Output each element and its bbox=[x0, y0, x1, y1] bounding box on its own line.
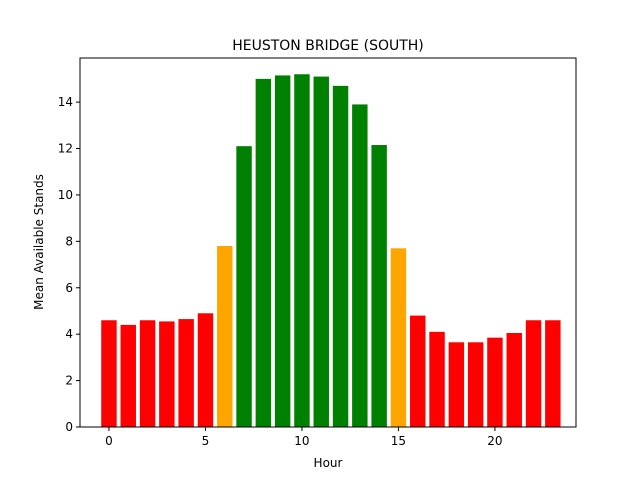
y-tick-label: 6 bbox=[65, 281, 73, 295]
bar-hour-10 bbox=[294, 74, 310, 427]
y-tick-label: 8 bbox=[65, 234, 73, 248]
y-axis-ticks: 0 2 4 6 8 10 12 14 bbox=[58, 95, 80, 434]
y-tick-label: 10 bbox=[58, 188, 73, 202]
bar-hour-0 bbox=[101, 320, 117, 427]
x-tick-label: 10 bbox=[294, 434, 309, 448]
bar-hour-17 bbox=[429, 331, 445, 427]
bar-hour-16 bbox=[410, 315, 426, 427]
bar-hour-7 bbox=[236, 146, 252, 427]
plot-frame bbox=[79, 57, 577, 428]
y-axis-label: Mean Available Stands bbox=[32, 174, 46, 310]
x-tick-label: 20 bbox=[487, 434, 502, 448]
y-tick-label: 12 bbox=[58, 142, 73, 156]
bar-hour-12 bbox=[332, 85, 349, 427]
bar-hour-20 bbox=[487, 337, 503, 427]
bar-hour-18 bbox=[448, 342, 465, 427]
bar-hour-22 bbox=[525, 320, 542, 427]
bar-hour-23 bbox=[545, 320, 561, 427]
y-tick-label: 14 bbox=[58, 95, 73, 109]
bar-hour-14 bbox=[371, 145, 387, 427]
y-tick-label: 4 bbox=[65, 327, 73, 341]
bar-hour-9 bbox=[274, 75, 291, 427]
bars-group bbox=[101, 74, 561, 428]
y-tick-label: 2 bbox=[65, 374, 73, 388]
bar-hour-5 bbox=[197, 313, 214, 427]
bar-hour-8 bbox=[255, 78, 272, 427]
x-axis-ticks: 0 5 10 15 20 bbox=[105, 427, 503, 448]
chart-title: HEUSTON BRIDGE (SOUTH) bbox=[232, 38, 424, 54]
bar-hour-2 bbox=[139, 320, 156, 427]
x-tick-label: 5 bbox=[202, 434, 210, 448]
x-axis-label: Hour bbox=[314, 456, 343, 470]
bar-hour-21 bbox=[506, 333, 522, 427]
y-tick-label: 0 bbox=[65, 420, 73, 434]
bar-hour-13 bbox=[352, 104, 368, 428]
bar-hour-19 bbox=[467, 342, 484, 427]
bar-hour-3 bbox=[159, 321, 175, 427]
bar-hour-1 bbox=[120, 324, 136, 427]
bar-hour-11 bbox=[313, 76, 329, 427]
bar-hour-4 bbox=[178, 319, 194, 427]
x-tick-label: 0 bbox=[105, 434, 113, 448]
bar-hour-15 bbox=[390, 248, 407, 427]
bar-hour-6 bbox=[217, 245, 233, 427]
x-tick-label: 15 bbox=[391, 434, 406, 448]
